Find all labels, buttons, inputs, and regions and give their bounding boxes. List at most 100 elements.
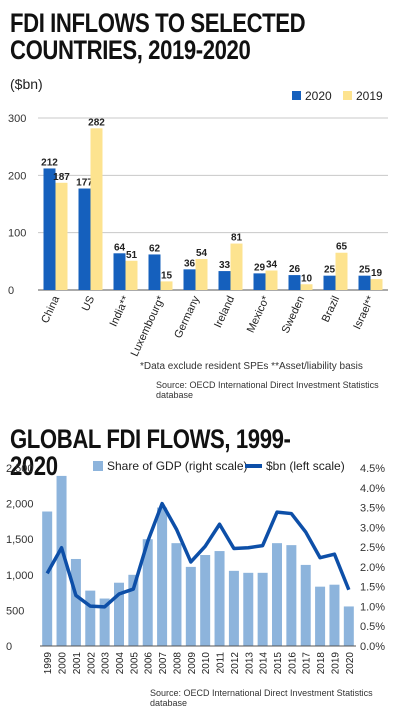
bar-share-of-gdp	[257, 572, 268, 646]
data-label: 64	[114, 242, 126, 253]
y-right-tick-label: 1.0%	[360, 601, 385, 613]
legend-label: 2019	[356, 89, 383, 103]
bar-2019	[265, 270, 278, 290]
bar-2019	[230, 243, 243, 290]
x-tick-label: 2009	[187, 652, 198, 675]
bar-share-of-gdp	[315, 586, 326, 646]
data-label: 26	[289, 264, 301, 275]
data-label: 10	[301, 273, 313, 284]
bar-2019	[300, 284, 313, 290]
y-right-tick-label: 4.0%	[360, 483, 385, 495]
chart1-title-line1: FDI INFLOWS TO SELECTED	[10, 8, 306, 38]
x-tick-label: 2008	[172, 652, 183, 675]
bar-2019	[160, 281, 173, 290]
y-right-tick-label: 0.5%	[360, 621, 385, 633]
data-label: 187	[53, 172, 70, 183]
y-left-tick-label: 2,500	[6, 463, 34, 475]
data-label: 62	[149, 243, 161, 254]
data-label: 65	[336, 242, 348, 253]
bar-2020	[358, 275, 371, 290]
y-left-tick-label: 1,500	[6, 534, 34, 546]
data-label: 36	[184, 258, 196, 269]
x-tick-label: 2003	[101, 652, 112, 675]
x-tick-label: 2014	[259, 652, 270, 675]
bar-2020	[218, 271, 231, 290]
x-tick-label: 2019	[330, 652, 341, 675]
data-label: 212	[41, 157, 58, 168]
bar-share-of-gdp	[228, 570, 239, 646]
bar-share-of-gdp	[157, 507, 168, 646]
bar-2019	[90, 128, 103, 290]
x-tick-label: 2017	[302, 652, 313, 675]
legend-label-bar: Share of GDP (right scale)	[107, 459, 248, 473]
bar-share-of-gdp	[185, 566, 196, 646]
x-tick-label: 2011	[216, 652, 227, 674]
bar-2020	[43, 168, 56, 290]
bar-share-of-gdp	[85, 590, 96, 646]
bar-2020	[78, 188, 91, 290]
bar-2019	[55, 182, 68, 290]
bar-share-of-gdp	[171, 543, 182, 646]
y-tick-label: 100	[8, 228, 26, 240]
bar-2020	[113, 253, 126, 290]
chart2-title: GLOBAL FDI FLOWS, 1999-2020	[10, 424, 291, 481]
x-tick-label: 2015	[273, 652, 284, 675]
y-right-tick-label: 1.5%	[360, 582, 385, 594]
x-tick-label: US	[80, 294, 97, 313]
data-label: 177	[76, 178, 93, 189]
bar-share-of-gdp	[70, 558, 81, 646]
data-label: 15	[161, 270, 173, 281]
x-tick-label: 2005	[129, 652, 140, 675]
bar-share-of-gdp	[42, 511, 53, 646]
y-right-tick-label: 0.0%	[360, 641, 385, 653]
y-right-tick-label: 4.5%	[360, 463, 385, 475]
bar-2020	[323, 275, 336, 290]
x-tick-label: 2013	[244, 652, 255, 675]
data-label: 19	[371, 268, 383, 279]
chart1-footnote: *Data exclude resident SPEs **Asset/liab…	[140, 361, 363, 372]
x-tick-label: 2001	[72, 652, 83, 675]
legend-swatch-bar	[93, 461, 103, 471]
y-tick-label: 200	[8, 170, 26, 182]
data-label: 81	[231, 233, 243, 244]
x-tick-label: 2016	[287, 652, 298, 675]
x-tick-label: 2000	[58, 652, 69, 675]
legend-label: 2020	[305, 89, 332, 103]
x-tick-label: 1999	[43, 652, 54, 675]
bar-2020	[253, 273, 266, 290]
bar-share-of-gdp	[243, 572, 254, 646]
bar-share-of-gdp	[343, 606, 354, 646]
y-left-tick-label: 0	[6, 641, 12, 653]
bar-share-of-gdp	[56, 475, 67, 646]
data-label: 25	[324, 265, 336, 276]
x-tick-label: 2010	[201, 652, 212, 675]
bar-2020	[148, 254, 161, 290]
chart1-unit-label: ($bn)	[10, 76, 43, 92]
legend-swatch	[292, 91, 301, 100]
y-right-tick-label: 2.5%	[360, 542, 385, 554]
y-tick-label: 0	[8, 285, 14, 297]
data-label: 29	[254, 262, 266, 273]
y-tick-label: 300	[8, 113, 26, 125]
y-left-tick-label: 2,000	[6, 499, 34, 511]
bar-share-of-gdp	[142, 539, 153, 646]
x-tick-label: 2007	[158, 652, 169, 675]
legend-swatch	[343, 91, 352, 100]
chart1-source: Source: OECD International Direct Invest…	[156, 380, 379, 400]
bar-2020	[288, 275, 301, 290]
bar-2019	[125, 260, 138, 290]
bar-share-of-gdp	[286, 545, 297, 646]
y-left-tick-label: 500	[6, 605, 24, 617]
chart2-source: Source: OECD International Direct Invest…	[150, 688, 373, 708]
chart1-title: FDI INFLOWS TO SELECTED COUNTRIES, 2019-…	[10, 8, 306, 64]
bar-2019	[370, 279, 383, 290]
bar-share-of-gdp	[114, 582, 124, 646]
bar-share-of-gdp	[272, 543, 282, 646]
x-tick-label: 2006	[144, 652, 155, 675]
x-tick-label: 2018	[316, 652, 327, 675]
x-tick-label: 2004	[115, 652, 126, 675]
data-label: 34	[266, 260, 278, 271]
y-right-tick-label: 3.5%	[360, 503, 385, 515]
